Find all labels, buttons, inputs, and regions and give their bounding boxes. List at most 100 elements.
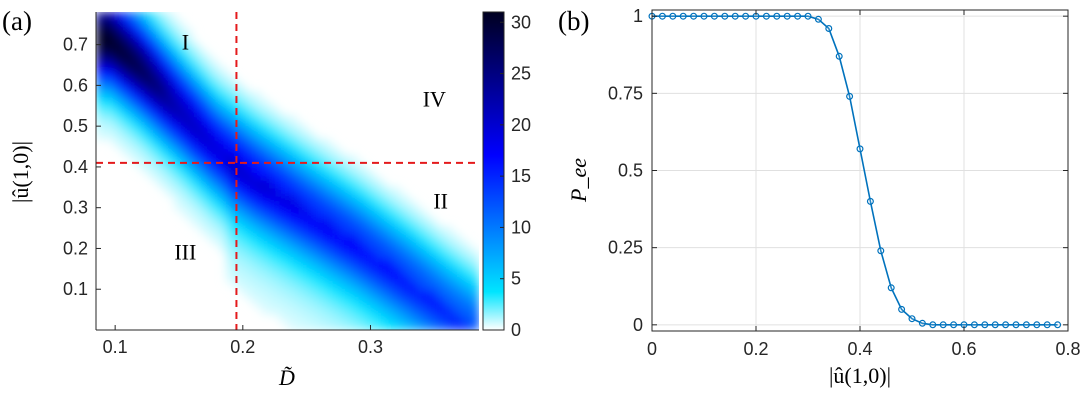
heatmap-cell xyxy=(183,99,193,109)
heatmap-cell xyxy=(331,306,341,315)
heatmap-cell xyxy=(270,194,280,204)
heatmap-cell xyxy=(226,274,236,283)
heatmap-cell xyxy=(278,123,289,132)
heatmap-cell xyxy=(200,218,210,228)
heatmap-cell xyxy=(252,218,262,228)
heatmap-cell xyxy=(261,139,271,148)
heatmap-cell xyxy=(96,19,106,29)
heatmap-cell xyxy=(374,274,384,283)
heatmap-cell xyxy=(122,83,132,93)
heatmap-cell xyxy=(104,51,114,61)
heatmap-cell xyxy=(148,107,158,116)
heatmap-cell xyxy=(409,314,419,323)
heatmap-cell xyxy=(374,226,384,236)
heatmap-cell xyxy=(348,314,358,323)
heatmap-cell xyxy=(261,226,271,236)
heatmap-cell xyxy=(244,282,254,291)
series-point xyxy=(981,321,989,329)
heatmap-cell xyxy=(331,266,341,275)
heatmap-cell xyxy=(217,234,228,244)
heatmap-cell xyxy=(174,35,184,45)
heatmap-cell xyxy=(287,298,297,307)
heatmap-cell xyxy=(130,43,141,53)
heatmap-cell xyxy=(409,234,419,244)
heatmap-cell xyxy=(383,210,393,220)
heatmap-cell xyxy=(113,131,123,140)
heatmap-cell xyxy=(313,234,323,244)
heatmap-cell xyxy=(287,202,297,212)
heatmap-cell xyxy=(313,147,323,156)
series-line xyxy=(652,15,1058,326)
heatmap-cell xyxy=(331,290,341,299)
heatmap-cell xyxy=(287,171,297,180)
heatmap-cell xyxy=(348,179,358,188)
heatmap-cell xyxy=(235,139,245,148)
heatmap-cell xyxy=(365,290,376,299)
heatmap-cell xyxy=(174,43,184,53)
heatmap-cell xyxy=(104,12,114,21)
heatmap-cell xyxy=(113,59,123,69)
heatmap-cell xyxy=(287,147,297,156)
heatmap-cell xyxy=(322,179,332,188)
heatmap-cell xyxy=(139,67,149,77)
heatmap-cell xyxy=(244,186,254,196)
heatmap-cell xyxy=(452,298,463,307)
heatmap-cell xyxy=(357,234,367,244)
heatmap-cell xyxy=(339,186,349,196)
heatmap-cell xyxy=(226,186,236,196)
heatmap-cell xyxy=(113,51,123,61)
heatmap-cell xyxy=(191,107,201,116)
heatmap-cell xyxy=(304,250,315,259)
heatmap-cell xyxy=(244,274,254,283)
heatmap-cell xyxy=(452,250,463,259)
heatmap-cell xyxy=(217,163,228,172)
heatmap-cell xyxy=(278,266,289,275)
heatmap-cell xyxy=(156,83,167,93)
heatmap-cell xyxy=(444,282,454,291)
heatmap-cell xyxy=(278,202,289,212)
heatmap-cell xyxy=(270,298,280,307)
heatmap-cell xyxy=(296,226,306,236)
heatmap-cell xyxy=(209,75,219,85)
heatmap-cell xyxy=(322,194,332,204)
heatmap-cell xyxy=(348,242,358,252)
heatmap-cell xyxy=(174,67,184,77)
heatmap-cell xyxy=(426,258,437,267)
heatmap-cell xyxy=(296,123,306,132)
heatmap-cell xyxy=(244,123,254,132)
heatmap-cell xyxy=(331,282,341,291)
heatmap-cell xyxy=(278,274,289,283)
series-point xyxy=(658,12,666,20)
heatmap-cell xyxy=(156,43,167,53)
heatmap-cell xyxy=(418,314,428,323)
heatmap-cell xyxy=(287,314,297,323)
heatmap-cell xyxy=(226,179,236,188)
heatmap-cell xyxy=(183,131,193,140)
heatmap-cell xyxy=(174,179,184,188)
heatmap-cell xyxy=(139,91,149,101)
heatmap-cell xyxy=(156,179,167,188)
heatmap-cell xyxy=(392,322,402,330)
heatmap-cell xyxy=(191,202,201,212)
line-xlabel: |û(1,0)| xyxy=(829,363,891,388)
heatmap-cell xyxy=(148,131,158,140)
heatmap-cell xyxy=(156,123,167,132)
heatmap-cell xyxy=(226,123,236,132)
heatmap-cell xyxy=(304,258,315,267)
heatmap-cell xyxy=(296,322,306,330)
heatmap-cell xyxy=(322,290,332,299)
heatmap-cell xyxy=(156,139,167,148)
heatmap-cell xyxy=(296,258,306,267)
heatmap-cell xyxy=(339,242,349,252)
heatmap-cell xyxy=(244,194,254,204)
heatmap-cell xyxy=(278,234,289,244)
heatmap-ylabel: |û(1,0)| xyxy=(8,141,33,203)
heatmap-cell xyxy=(365,202,376,212)
heatmap-cell xyxy=(444,234,454,244)
heatmap-cell xyxy=(165,123,175,132)
heatmap-cell xyxy=(304,194,315,204)
heatmap-cell xyxy=(104,123,114,132)
heatmap-cell xyxy=(165,59,175,69)
heatmap-cell xyxy=(392,234,402,244)
